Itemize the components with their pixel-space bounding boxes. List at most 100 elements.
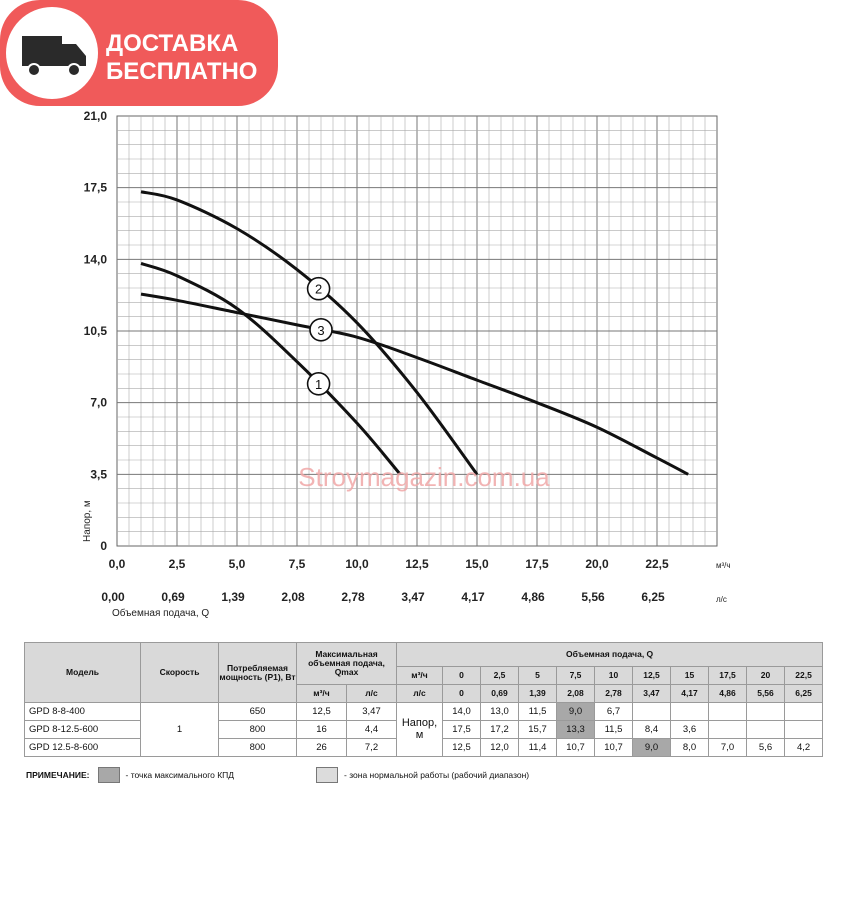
y-tick-label: 17,5 — [84, 181, 108, 195]
y-tick-label: 3,5 — [90, 467, 107, 481]
col-flow-header: Объемная подача, Q — [395, 642, 824, 667]
model-cell: GPD 12.5-8-600 — [24, 738, 141, 757]
x2-tick-label: 2,78 — [341, 590, 365, 604]
table-row: GPD 8-8-400 1 650 12,5 3,47 Напор, м 14,0 13,0 1… — [24, 702, 824, 757]
x-tick-label: 20,0 — [585, 557, 609, 571]
x2-tick-label: 1,39 — [221, 590, 245, 604]
model-cell: GPD 8-12.5-600 — [24, 720, 141, 739]
col-qmax-header: Максимальная объемная подача, Qmax — [296, 642, 397, 685]
flow-m3h-cell: 7,5 — [556, 666, 595, 685]
x2-tick-label: 5,56 — [581, 590, 605, 604]
x-tick-label: 5,0 — [229, 557, 246, 571]
col-power-header: Потребляемая мощность (P1), Вт — [218, 642, 297, 703]
head-value-cell — [746, 720, 785, 739]
flow-m3h-cell: 5 — [518, 666, 557, 685]
x-tick-labels: 0,0 2,5 5,0 7,5 10,0 12,5 15,0 17,5 20,0 22,5 — [109, 557, 669, 571]
qmax-ls-unit: л/с — [346, 684, 397, 703]
head-value-cell — [632, 702, 671, 721]
curve-2 — [140, 190, 479, 476]
head-value-cell: 10,7 — [556, 738, 595, 757]
head-value-cell: 5,6 — [746, 738, 785, 757]
qmax-m3h-cell: 12,5 — [296, 702, 347, 721]
flow-ls-cell: 0,69 — [480, 684, 519, 703]
unit-m3h-label: м³/ч — [396, 666, 443, 685]
head-value-cell — [708, 702, 747, 721]
head-value-cell: 17,5 — [442, 720, 481, 739]
head-value-cell: 8,4 — [632, 720, 671, 739]
head-value-cell: 8,0 — [670, 738, 709, 757]
x-tick-label: 17,5 — [525, 557, 549, 571]
head-value-cell: 17,2 — [480, 720, 519, 739]
badge-line1: ДОСТАВКА — [106, 30, 238, 57]
curve-3 — [140, 292, 689, 476]
flow-ls-cell: 4,17 — [670, 684, 709, 703]
max-efficiency-text: - точка максимального КПД — [125, 770, 235, 780]
y-axis-label: Напор, м — [82, 500, 93, 542]
x2-tick-label: 3,47 — [401, 590, 425, 604]
head-value-cell: 10,7 — [594, 738, 633, 757]
x-tick-label: 12,5 — [405, 557, 429, 571]
flow-ls-cell: 1,39 — [518, 684, 557, 703]
note-legend: ПРИМЕЧАНИЕ: - точка максимального КПД - … — [26, 767, 529, 783]
power-cell: 800 — [218, 738, 297, 757]
head-value-cell — [783, 720, 824, 739]
power-cell: 650 — [218, 702, 297, 721]
power-cell: 800 — [218, 720, 297, 739]
x2-tick-label: 4,86 — [521, 590, 545, 604]
y-tick-label: 0 — [100, 539, 107, 553]
flow-m3h-row: м³/ч 0 2,5 5 7,5 10 12,5 15 17,5 20 22,5 — [25, 666, 824, 685]
x2-tick-labels: 0,00 0,69 1,39 2,08 2,78 3,47 4,17 4,86 5,56 6,25 — [101, 590, 665, 604]
flow-m3h-cell: 20 — [746, 666, 785, 685]
flow-ls-row: м³/ч л/с л/с 0 0,69 1,39 2,08 2,78 3,47 4,17 4,… — [25, 684, 824, 703]
work-zone-swatch — [316, 767, 339, 783]
curve-1-marker — [306, 372, 331, 396]
x2-tick-label: 4,17 — [461, 590, 485, 604]
work-zone-text: - зона нормальной работы (рабочий диапаз… — [344, 770, 530, 780]
curve-2-label: 2 — [315, 282, 322, 297]
spec-table: Модель Скорость Потребляемая мощность (P… — [24, 642, 824, 757]
flow-m3h-cell: 22,5 — [783, 666, 824, 685]
col-speed-header: Скорость — [140, 642, 219, 703]
x-tick-label: 7,5 — [289, 557, 306, 571]
flow-m3h-cell: 10 — [594, 666, 633, 685]
head-value-cell: 11,5 — [518, 702, 557, 721]
flow-m3h-cell: 15 — [670, 666, 709, 685]
watermark: Stroymagazin.com.ua — [298, 462, 550, 492]
y-tick-label: 21,0 — [84, 109, 108, 123]
qmax-ls-cell: 3,47 — [346, 702, 397, 721]
unit-ls-label: л/с — [396, 684, 443, 703]
table-row: GPD 12.5-8-600 800 26 7,2 12,5 12,0 11,4 10,7 10… — [24, 738, 824, 757]
head-label-cell: Напор, м — [396, 702, 443, 757]
flow-ls-cell: 2,08 — [556, 684, 595, 703]
badge-line2: БЕСПЛАТНО — [106, 58, 257, 85]
head-value-cell: 3,6 — [670, 720, 709, 739]
curve-2-marker — [306, 276, 331, 301]
x2-unit-label: л/с — [716, 595, 727, 604]
col-model-header: Модель — [24, 642, 141, 703]
flow-m3h-cell: 2,5 — [480, 666, 519, 685]
head-value-cell: 6,7 — [594, 702, 633, 721]
x-axis-label: Объемная подача, Q — [112, 607, 209, 619]
y-tick-label: 7,0 — [90, 396, 107, 410]
x2-tick-label: 0,00 — [101, 590, 125, 604]
head-value-cell — [783, 702, 824, 721]
head-value-cell: 11,5 — [594, 720, 633, 739]
head-value-cell — [708, 720, 747, 739]
table-row: GPD 8-12.5-600 800 16 4,4 17,5 17,2 15,7 13,3 11… — [24, 720, 824, 739]
truck-icon — [22, 36, 86, 77]
spec-table-body: GPD 8-8-400 1 650 12,5 3,47 Напор, м 14,0 13,0 1… — [24, 702, 824, 757]
note-label: ПРИМЕЧАНИЕ: — [26, 770, 90, 780]
flow-ls-cell: 6,25 — [783, 684, 824, 703]
flow-ls-cell: 2,78 — [594, 684, 633, 703]
curve-1 — [140, 262, 402, 476]
pump-curve-chart: 03,57,010,514,017,521,0 0,0 2,5 5,0 7,5 10,0… — [82, 109, 731, 619]
flow-ls-cell: 0 — [442, 684, 481, 703]
head-value-cell: 7,0 — [708, 738, 747, 757]
curves: 1 2 3 — [140, 190, 689, 476]
head-value-cell: 15,7 — [518, 720, 557, 739]
max-efficiency-swatch — [97, 767, 120, 783]
head-value-cell — [746, 702, 785, 721]
x2-tick-label: 6,25 — [641, 590, 665, 604]
free-delivery-badge: ДОСТАВКА БЕСПЛАТНО — [0, 0, 278, 106]
flow-m3h-cell: 12,5 — [632, 666, 671, 685]
